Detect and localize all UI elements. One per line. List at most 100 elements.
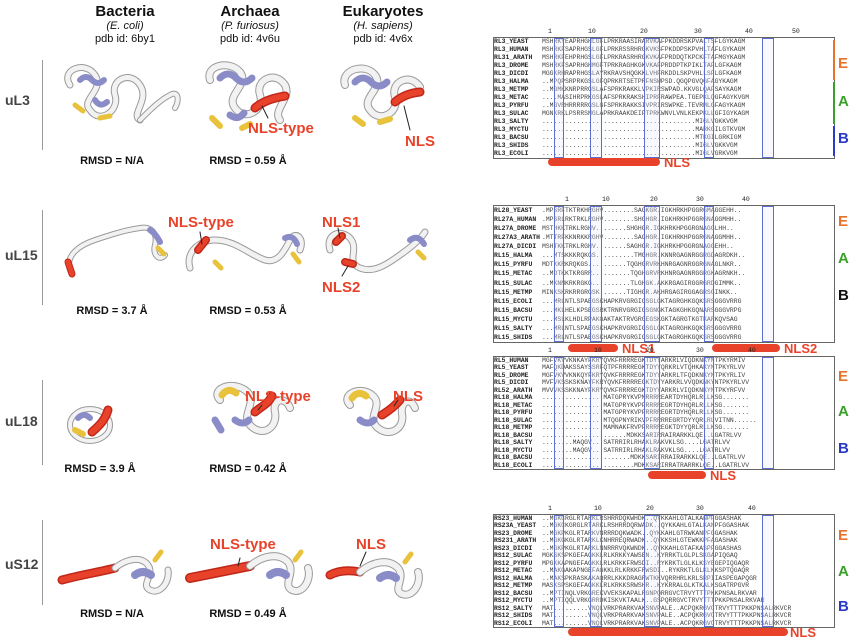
alignment-box: RS23_HUMAN ..MGKCRGLRTARKLRSHRRDQKWHDK..Q… <box>493 514 835 628</box>
sequence-text: ...MRLNTLSPAEGSKHAPKRVGRGIGSGLGKTAGRGHKG… <box>542 297 742 305</box>
sequence-name: RL18_PYRFU <box>494 409 533 417</box>
sequence-name: RL15_SULAC <box>494 279 533 287</box>
alignment-row: RS12_PYRFU MPGKKAPNGEFAGKKLRLKRKKFRWSDI..… <box>494 560 749 567</box>
alignment-row: RS12_METMP MASKSPSKGEFAGKKLRLKRKKSRWSHR..… <box>494 582 749 589</box>
sequence-name: RL5_DICDI <box>494 379 529 387</box>
alignment-ruler: 20 <box>646 347 654 354</box>
sequence-name: RL15_SALTY <box>494 324 533 332</box>
alignment-ruler: 30 <box>696 196 704 203</box>
sequence-text: MAFQKDAKSSAYSSRFQTPFRRRREGKTDYYQRKRLVTQH… <box>542 364 746 372</box>
row-label-uL3: uL3 <box>5 92 30 108</box>
sequence-text: ........................................… <box>542 126 746 133</box>
sequence-text: ................MATGPRYKVPFRRRREGRTDYHQR… <box>542 409 750 417</box>
sequence-text: ................MAMNAKFRVPFRRRREGKTDYYQR… <box>542 424 750 432</box>
alignment-row: RL27A3_ARATH .MTTRFKKNRKKRGHV........SAGH… <box>494 233 741 242</box>
structure-uL15-euk <box>325 228 429 273</box>
nls-label-uL15-euk-1: NLS1 <box>322 214 361 231</box>
nls-label-uS12-archaea: NLS-type <box>210 536 276 553</box>
nls-bar <box>712 344 780 352</box>
alignment-ruler: 10 <box>588 28 596 35</box>
structure-uL18-bacteria <box>67 405 113 444</box>
alignment-row: RS231_ARATH ..MGKGKGLRTARKLKNHRREQRWADK..… <box>494 537 738 544</box>
sequence-text: ..MGKCKGRGLRTARKLRSHRRDQRWADK..QYKKAHLGT… <box>542 522 750 530</box>
nls-bar-label: NLS2 <box>784 341 818 356</box>
sequence-name: RL31_ARATH <box>494 54 533 61</box>
row-divider <box>42 380 43 465</box>
rmsd-uL3-archaea: RMSD = 0.59 Å <box>209 155 287 167</box>
sequence-text: ...MRLNTLSPAEGSKHAPKRVGRGIGSGLGKTAGRGHKG… <box>542 333 742 341</box>
conserved-column-box <box>590 38 602 158</box>
row-label-uL15: uL15 <box>5 247 38 263</box>
sequence-text: ..MPTIQQLVRKGRRDKISKVKTAALK..GSPQRRGVCTR… <box>542 597 765 605</box>
structure-uL15-archaea <box>185 232 305 272</box>
col-pdb: pdb id: 4v6x <box>353 33 413 45</box>
sequence-text: ................MATGPRYKVPFRRRREGRTDYHQR… <box>542 401 750 409</box>
row-divider <box>42 60 43 150</box>
alignment-row: RL3_SULAC MGNKRKLPSRRSMGLAPRKRAAKDEIPTPRK… <box>494 110 749 118</box>
alignment-row: RS23_HUMAN ..MGKCRGLRTARKLRSHRRDQKWHDK..Q… <box>494 515 741 522</box>
alignment-row: RL15_HALMA ...MTSKKKRQKGS..........TMGHGR… <box>494 251 745 260</box>
alignment-row: RL3_DICDI MGGKRHRAPRHGSLAYRKRAVSHQGKKLVHF… <box>494 70 741 78</box>
alignment-row: RS12_BACSU ..MPTINQLVRKGREKVVEKSKAPALRGNP… <box>494 590 757 597</box>
conserved-column-box <box>590 515 602 627</box>
conserved-column-box <box>590 206 602 342</box>
rmsd-uL18-archaea: RMSD = 0.42 Å <box>209 463 287 475</box>
alignment-row: RS12_ECOLI MAT.........VNQLVRKPRARKVAKSNV… <box>494 620 791 627</box>
sequence-text: .MPSRLRKTRKLRGHV........SHGHGR.IGKHRKHPG… <box>542 216 742 224</box>
sequence-text: MSTHKKTRKLRGHV........SHGHGR.IGKHRKHPGGR… <box>542 225 734 233</box>
alignment-row: RL18_HALMA ................MATGPRYKVPMRRR… <box>494 394 749 401</box>
row-divider <box>42 520 43 605</box>
conserved-column-box <box>704 357 714 469</box>
alignment-row: RL18_PYRFU ................MATGPRYKVPFRRR… <box>494 409 749 416</box>
alignment-row: RL18_METAC ................MATGPRYKVPFRRR… <box>494 402 749 409</box>
sequence-text: ........................................… <box>542 142 738 149</box>
sequence-text: MGFVKVVKNKQYFKRYQVKFRRRREGKTDYYARKRLTFQD… <box>542 371 746 379</box>
sequence-name: RL15_BACSU <box>494 306 533 314</box>
row-label-uL18: uL18 <box>5 413 38 429</box>
sequence-text: ........................MDKKSARIRRATRARR… <box>542 461 750 469</box>
sequence-text: MSHRKFSAPRHGSLGFLPRKRSSRHRGKVKSFPKDDPSKP… <box>542 46 746 53</box>
sequence-text: MSHRKFSAPRHGHMGFTPRKRAGHKGKVKAFPRDDPTKPI… <box>542 62 742 69</box>
col-title: Bacteria <box>95 3 155 20</box>
sequence-text: ...MTSKKKRQKGS..........TMGHGR.KNNRGAGNR… <box>542 252 746 260</box>
sequence-text: MGFVKVVKNKAYFKRYQVKFRRRREGKTDYYARKRLVIQD… <box>542 357 746 364</box>
sequence-name: RS12_ECOLI <box>494 619 533 627</box>
sequence-text: ..MGKPKGLRTARKVNRRRDQKWADK..QYKKAHLGTRWK… <box>542 529 738 537</box>
domain-B: B <box>838 598 849 615</box>
alignment-row: RL5_YEAST MAFQKDAKSSAYSSRFQTPFRRRREGKTDYY… <box>494 364 745 371</box>
alignment-row: RL3_BACSU...............................… <box>494 134 741 142</box>
alignment-row: RL3_DROME MSHRKFSAPRHGHMGFTPRKRAGHKGKVKAF… <box>494 62 741 70</box>
nls-label-uL3-archaea: NLS-type <box>248 120 314 137</box>
sequence-text: .MTTRFKKNRKKRGHV........SAGHGR.IGKHRKHPG… <box>542 234 742 242</box>
domain-A: A <box>838 403 849 420</box>
alignment-row: RL31_ARATH MSHRKFEHPRHGSLGFLPRKRASRHRGKVK… <box>494 54 745 62</box>
sequence-name: RL18_BACSU <box>494 431 533 439</box>
sequence-name: RS12_PYRFU <box>494 559 533 567</box>
nls-bar <box>568 344 618 352</box>
sequence-name: RL5_HUMAN <box>494 357 529 364</box>
rmsd-uL3-bacteria: RMSD = N/A <box>80 155 144 167</box>
alignment-row: RL15_ECOLI ...MRLNTLSPAEGSKHAPKRVGRGIGSGL… <box>494 297 741 306</box>
sequence-name: RL5_YEAST <box>494 364 529 372</box>
sequence-name: RL18_METAC <box>494 401 533 409</box>
sequence-text: ..MGKPKGLRTARKLNNRRRVQKWNDK..QYKKAHLGTAF… <box>542 544 742 552</box>
domain-A: A <box>838 93 849 110</box>
alignment-ruler: 20 <box>650 196 658 203</box>
sequence-text: ........MAQGV...SATRRIRLRHAKLRAKVKLSG...… <box>542 446 730 454</box>
conserved-column-box <box>704 206 714 342</box>
sequence-text: ..MGVRHRRRRRGSLGFSPRKRAKKSIVPRIRSWPKE.TE… <box>542 102 746 109</box>
conserved-column-box <box>554 357 564 469</box>
sequence-text: ..MGMKKNRPRRGSLAFSPRKRAKKLVPKIRSWPAD.KKV… <box>542 86 742 93</box>
row-divider <box>42 210 43 305</box>
sequence-name: RS12_METMP <box>494 582 533 590</box>
alignment-row: RL5_HUMAN MGFVKVVKNKAYFKRYQVKFRRRREGKTDYY… <box>494 357 745 364</box>
alignment-row: RL15_METMP MINKSKRKRRGRGSK.......TIGHGR.A… <box>494 288 738 297</box>
sequence-name: RL18_SALTY <box>494 439 533 447</box>
sequence-name: RL3_YEAST <box>494 38 529 45</box>
sequence-name: RL15_METMP <box>494 288 533 296</box>
row-label-uS12: uS12 <box>5 556 39 572</box>
alignment-row: RL3_SHIDS...............................… <box>494 142 738 150</box>
nls-label-uL18-archaea: NLS-type <box>245 388 311 405</box>
alignment-ruler: 40 <box>748 505 756 512</box>
sequence-name: RL3_HALMA <box>494 78 529 85</box>
